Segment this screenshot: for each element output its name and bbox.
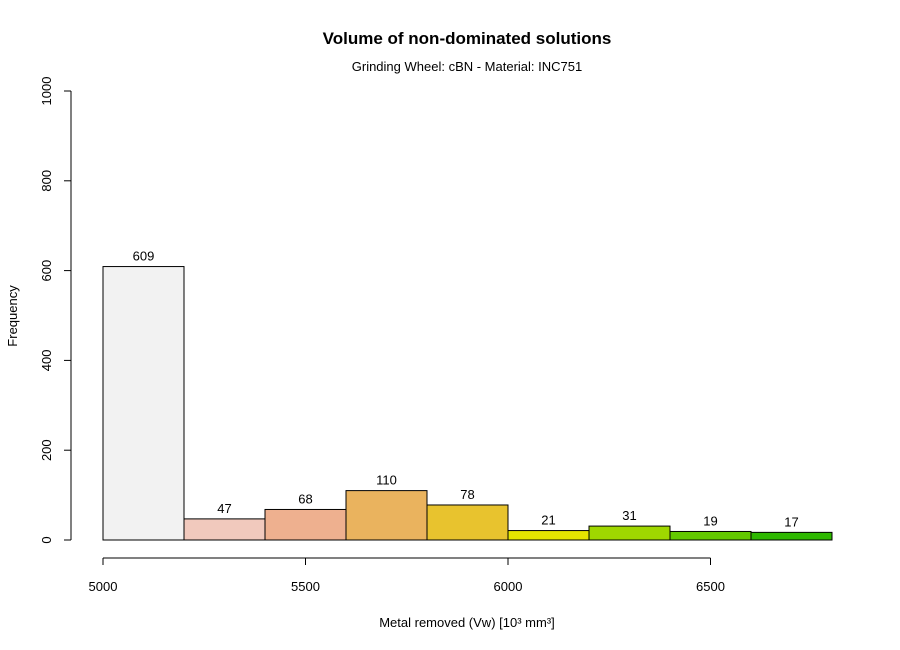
histogram-bar: [669, 530, 752, 541]
bars-group: [102, 266, 833, 541]
histogram-bar: [183, 518, 266, 541]
histogram-bar: [588, 525, 671, 541]
bar-value-label: 68: [298, 491, 312, 506]
x-tick-label: 5000: [89, 579, 118, 594]
y-axis-label: Frequency: [5, 285, 20, 347]
y-tick-label: 600: [39, 260, 54, 282]
histogram-bar: [264, 508, 347, 541]
histogram-bar: [507, 530, 590, 541]
histogram-bar: [750, 531, 833, 541]
y-axis: 0 200 400 600 800 1000: [39, 77, 72, 544]
bar-value-label: 31: [622, 508, 636, 523]
histogram-bar: [426, 504, 509, 541]
x-axis: 5000 5500 6000 6500: [89, 557, 725, 594]
y-tick-label: 1000: [39, 77, 54, 106]
histogram-bar: [102, 266, 185, 541]
x-axis-label: Metal removed (Vw) [10³ mm³]: [379, 615, 555, 630]
y-tick-label: 0: [39, 536, 54, 543]
x-tick-label: 5500: [291, 579, 320, 594]
chart-title: Volume of non-dominated solutions: [323, 29, 612, 48]
data-labels-group: 609 47 68 110 78 21 31 19 17: [133, 249, 799, 530]
bar-value-label: 17: [784, 514, 798, 529]
bar-value-label: 78: [460, 487, 474, 502]
chart-subtitle: Grinding Wheel: cBN - Material: INC751: [352, 59, 582, 74]
y-tick-label: 200: [39, 439, 54, 461]
bar-value-label: 21: [541, 513, 555, 528]
bar-value-label: 19: [703, 513, 717, 528]
y-tick-label: 400: [39, 350, 54, 372]
histogram-bar: [345, 490, 428, 541]
x-tick-label: 6000: [494, 579, 523, 594]
bar-value-label: 609: [133, 249, 155, 264]
x-tick-label: 6500: [696, 579, 725, 594]
bar-value-label: 110: [376, 473, 397, 488]
bar-value-label: 47: [217, 501, 231, 516]
y-tick-label: 800: [39, 170, 54, 192]
